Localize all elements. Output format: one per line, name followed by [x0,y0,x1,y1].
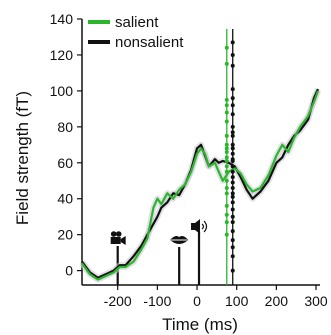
dot [230,164,235,169]
video-onset-marker [110,231,126,285]
x-tick-label: -200 [104,293,132,309]
dot [230,52,235,57]
dot [230,185,235,190]
legend-label: nonsalient [115,34,184,51]
dot [230,133,235,138]
y-tick-label: 40 [57,191,73,207]
salient-dots [224,45,229,237]
nonsalient-dots [230,40,235,273]
dot [224,191,229,196]
dot [224,169,229,174]
dot [230,175,235,180]
dot [230,112,235,117]
x-tick-label: 200 [265,293,289,309]
dot [230,146,235,151]
dot [230,254,235,259]
dot [230,87,235,92]
dot [224,133,229,138]
event-markers [110,219,208,285]
dot [230,40,235,45]
dot [224,61,229,66]
x-tick-label: -100 [143,293,171,309]
dot [230,130,235,135]
series-line-salient [81,90,320,281]
dot [224,178,229,183]
dot [230,268,235,273]
y-axis-label: Field strength (fT) [13,91,32,225]
series-lines [79,87,321,283]
dot [224,185,229,190]
dot [224,212,229,217]
video-camera-icon [110,231,126,245]
dot [230,151,235,156]
legend-entry-nonsalient: nonsalient [88,34,184,51]
dot [224,158,229,163]
y-tick-label: 0 [65,263,73,279]
dot [230,207,235,212]
dot [224,142,229,147]
x-axis-label: Time (ms) [162,315,238,334]
dot [224,103,229,108]
lips-icon [170,236,189,244]
y-tick-label: 120 [50,47,74,63]
dot [224,232,229,237]
dot [230,220,235,225]
dot [224,97,229,102]
dot [230,238,235,243]
significance-dots [224,40,235,273]
y-tick-label: 140 [50,11,74,27]
x-tick-label: 0 [193,293,201,309]
dot [230,194,235,199]
x-tick-label: 300 [304,293,328,309]
dot [230,63,235,68]
dot [224,155,229,160]
y-tick-label: 20 [57,227,73,243]
dot [230,191,235,196]
dot [230,169,235,174]
legend: salient nonsalient [88,14,184,51]
dot [230,157,235,162]
dot [224,203,229,208]
dot [224,110,229,115]
x-tick-label: 100 [225,293,249,309]
dot [224,220,229,225]
speaker-icon [191,219,208,234]
y-tick-label: 60 [57,155,73,171]
lips-marker [170,236,189,285]
dot [230,124,235,129]
dot [230,103,235,108]
dot [230,245,235,250]
axes: 0 20 40 60 80 100 120 140 -200 -100 0 100 200 300 [50,11,328,309]
dot [230,229,235,234]
dot [230,142,235,147]
dot [230,214,235,219]
legend-entry-salient: salient [88,14,159,31]
legend-label: salient [115,14,159,31]
y-tick-label: 80 [57,119,73,135]
dot [224,146,229,151]
dot [230,200,235,205]
dot [224,164,229,169]
dot [224,119,229,124]
dot [224,150,229,154]
dot [224,45,229,50]
dot [230,96,235,101]
y-tick-label: 100 [50,83,74,99]
dot [230,180,235,185]
audio-onset-marker [191,219,208,285]
